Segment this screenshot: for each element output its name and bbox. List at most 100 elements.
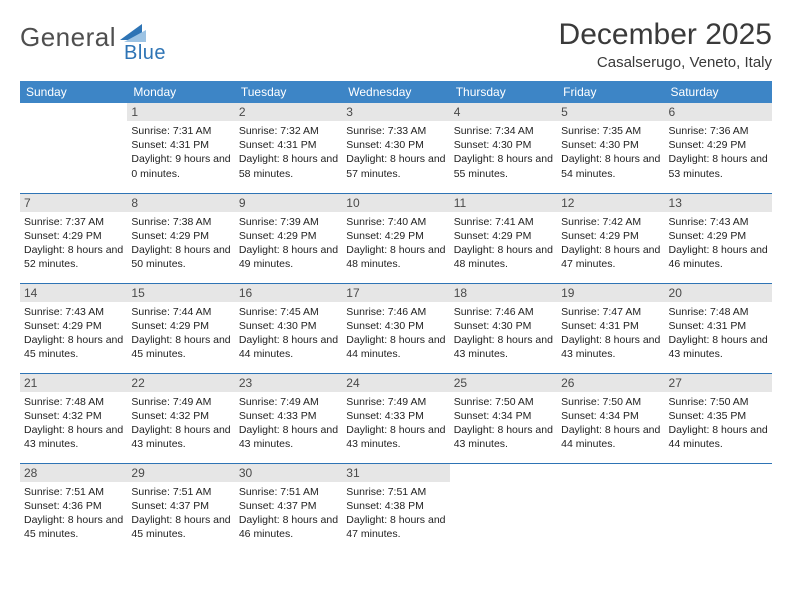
day-number: 19 bbox=[557, 284, 664, 302]
day-number: 2 bbox=[235, 103, 342, 121]
calendar-cell: 17 Sunrise: 7:46 AMSunset: 4:30 PMDayligh… bbox=[342, 283, 449, 373]
day-details: Sunrise: 7:32 AMSunset: 4:31 PMDaylight:… bbox=[239, 124, 338, 181]
calendar-cell: 21Sunrise: 7:48 AMSunset: 4:32 PMDayligh… bbox=[20, 373, 127, 463]
weekday-header-row: Sunday Monday Tuesday Wednesday Thursday… bbox=[20, 81, 772, 103]
calendar-cell: 23Sunrise: 7:49 AMSunset: 4:33 PMDayligh… bbox=[235, 373, 342, 463]
day-number: 21 bbox=[20, 374, 127, 392]
calendar-row: 28 Sunrise: 7:51 AMSunset: 4:36 PMDayligh… bbox=[20, 463, 772, 553]
day-number: 24 bbox=[342, 374, 449, 392]
day-number: 10 bbox=[342, 194, 449, 212]
calendar-cell: 19Sunrise: 7:47 AMSunset: 4:31 PMDayligh… bbox=[557, 283, 664, 373]
day-number: 4 bbox=[450, 103, 557, 121]
calendar-cell: 4 Sunrise: 7:34 AMSunset: 4:30 PMDaylight… bbox=[450, 103, 557, 193]
calendar-cell: 7 Sunrise: 7:37 AMSunset: 4:29 PMDaylight… bbox=[20, 193, 127, 283]
day-number: 7 bbox=[20, 194, 127, 212]
calendar-cell bbox=[665, 463, 772, 553]
day-details: Sunrise: 7:49 AMSunset: 4:33 PMDaylight:… bbox=[239, 395, 338, 452]
calendar-cell: 1 Sunrise: 7:31 AMSunset: 4:31 PMDaylight… bbox=[127, 103, 234, 193]
day-details: Sunrise: 7:37 AMSunset: 4:29 PMDaylight:… bbox=[24, 215, 123, 272]
day-details: Sunrise: 7:50 AMSunset: 4:34 PMDaylight:… bbox=[454, 395, 553, 452]
day-details: Sunrise: 7:44 AMSunset: 4:29 PMDaylight:… bbox=[131, 305, 230, 362]
calendar-cell: 6 Sunrise: 7:36 AMSunset: 4:29 PMDaylight… bbox=[665, 103, 772, 193]
day-details: Sunrise: 7:43 AMSunset: 4:29 PMDaylight:… bbox=[669, 215, 768, 272]
day-number: 25 bbox=[450, 374, 557, 392]
logo-triangle-icon bbox=[120, 24, 146, 44]
day-number: 12 bbox=[557, 194, 664, 212]
day-details: Sunrise: 7:51 AMSunset: 4:36 PMDaylight:… bbox=[24, 485, 123, 542]
day-number: 17 bbox=[342, 284, 449, 302]
calendar-cell: 13 Sunrise: 7:43 AMSunset: 4:29 PMDayligh… bbox=[665, 193, 772, 283]
day-number: 8 bbox=[127, 194, 234, 212]
day-number: 22 bbox=[127, 374, 234, 392]
day-number: 27 bbox=[665, 374, 772, 392]
day-details: Sunrise: 7:48 AMSunset: 4:31 PMDaylight:… bbox=[669, 305, 768, 362]
day-details: Sunrise: 7:34 AMSunset: 4:30 PMDaylight:… bbox=[454, 124, 553, 181]
weekday-header: Thursday bbox=[450, 81, 557, 103]
calendar-cell: 15 Sunrise: 7:44 AMSunset: 4:29 PMDayligh… bbox=[127, 283, 234, 373]
day-number: 1 bbox=[127, 103, 234, 121]
calendar-cell: 31 Sunrise: 7:51 AMSunset: 4:38 PMDayligh… bbox=[342, 463, 449, 553]
weekday-header: Saturday bbox=[665, 81, 772, 103]
day-details: Sunrise: 7:33 AMSunset: 4:30 PMDaylight:… bbox=[346, 124, 445, 181]
calendar-cell: 14 Sunrise: 7:43 AMSunset: 4:29 PMDayligh… bbox=[20, 283, 127, 373]
calendar-cell: 25 Sunrise: 7:50 AMSunset: 4:34 PMDayligh… bbox=[450, 373, 557, 463]
calendar-cell: 3 Sunrise: 7:33 AMSunset: 4:30 PMDaylight… bbox=[342, 103, 449, 193]
day-number: 28 bbox=[20, 464, 127, 482]
day-details: Sunrise: 7:45 AMSunset: 4:30 PMDaylight:… bbox=[239, 305, 338, 362]
day-details: Sunrise: 7:51 AMSunset: 4:37 PMDaylight:… bbox=[131, 485, 230, 542]
calendar-cell: 8Sunrise: 7:38 AMSunset: 4:29 PMDaylight… bbox=[127, 193, 234, 283]
calendar-cell: 16 Sunrise: 7:45 AMSunset: 4:30 PMDayligh… bbox=[235, 283, 342, 373]
day-details: Sunrise: 7:36 AMSunset: 4:29 PMDaylight:… bbox=[669, 124, 768, 181]
calendar-cell bbox=[557, 463, 664, 553]
day-number: 29 bbox=[127, 464, 234, 482]
day-details: Sunrise: 7:49 AMSunset: 4:33 PMDaylight:… bbox=[346, 395, 445, 452]
day-number: 31 bbox=[342, 464, 449, 482]
weekday-header: Tuesday bbox=[235, 81, 342, 103]
day-details: Sunrise: 7:46 AMSunset: 4:30 PMDaylight:… bbox=[454, 305, 553, 362]
day-details: Sunrise: 7:40 AMSunset: 4:29 PMDaylight:… bbox=[346, 215, 445, 272]
day-details: Sunrise: 7:42 AMSunset: 4:29 PMDaylight:… bbox=[561, 215, 660, 272]
day-details: Sunrise: 7:46 AMSunset: 4:30 PMDaylight:… bbox=[346, 305, 445, 362]
calendar-table: Sunday Monday Tuesday Wednesday Thursday… bbox=[20, 81, 772, 553]
day-number: 20 bbox=[665, 284, 772, 302]
calendar-cell: 11 Sunrise: 7:41 AMSunset: 4:29 PMDayligh… bbox=[450, 193, 557, 283]
calendar-row: 21Sunrise: 7:48 AMSunset: 4:32 PMDayligh… bbox=[20, 373, 772, 463]
calendar-cell: 24 Sunrise: 7:49 AMSunset: 4:33 PMDayligh… bbox=[342, 373, 449, 463]
day-number: 13 bbox=[665, 194, 772, 212]
calendar-row: 7 Sunrise: 7:37 AMSunset: 4:29 PMDaylight… bbox=[20, 193, 772, 283]
calendar-cell: 12 Sunrise: 7:42 AMSunset: 4:29 PMDayligh… bbox=[557, 193, 664, 283]
day-number: 16 bbox=[235, 284, 342, 302]
day-number: 3 bbox=[342, 103, 449, 121]
weekday-header: Sunday bbox=[20, 81, 127, 103]
logo-word-2: Blue bbox=[124, 42, 166, 65]
header: General Blue December 2025 Casalserugo, … bbox=[20, 18, 772, 71]
day-details: Sunrise: 7:31 AMSunset: 4:31 PMDaylight:… bbox=[131, 124, 230, 181]
day-number: 6 bbox=[665, 103, 772, 121]
calendar-cell: 18 Sunrise: 7:46 AMSunset: 4:30 PMDayligh… bbox=[450, 283, 557, 373]
day-number: 14 bbox=[20, 284, 127, 302]
day-number: 18 bbox=[450, 284, 557, 302]
day-details: Sunrise: 7:51 AMSunset: 4:38 PMDaylight:… bbox=[346, 485, 445, 542]
calendar-cell: 30Sunrise: 7:51 AMSunset: 4:37 PMDayligh… bbox=[235, 463, 342, 553]
day-details: Sunrise: 7:43 AMSunset: 4:29 PMDaylight:… bbox=[24, 305, 123, 362]
page-title: December 2025 bbox=[559, 18, 772, 52]
day-details: Sunrise: 7:39 AMSunset: 4:29 PMDaylight:… bbox=[239, 215, 338, 272]
calendar-row: 14 Sunrise: 7:43 AMSunset: 4:29 PMDayligh… bbox=[20, 283, 772, 373]
day-details: Sunrise: 7:50 AMSunset: 4:35 PMDaylight:… bbox=[669, 395, 768, 452]
calendar-cell: 27 Sunrise: 7:50 AMSunset: 4:35 PMDayligh… bbox=[665, 373, 772, 463]
calendar-cell: 26Sunrise: 7:50 AMSunset: 4:34 PMDayligh… bbox=[557, 373, 664, 463]
day-number: 9 bbox=[235, 194, 342, 212]
day-details: Sunrise: 7:49 AMSunset: 4:32 PMDaylight:… bbox=[131, 395, 230, 452]
calendar-cell: 10 Sunrise: 7:40 AMSunset: 4:29 PMDayligh… bbox=[342, 193, 449, 283]
calendar-row: 1 Sunrise: 7:31 AMSunset: 4:31 PMDaylight… bbox=[20, 103, 772, 193]
day-number: 5 bbox=[557, 103, 664, 121]
day-details: Sunrise: 7:51 AMSunset: 4:37 PMDaylight:… bbox=[239, 485, 338, 542]
day-number: 15 bbox=[127, 284, 234, 302]
day-details: Sunrise: 7:50 AMSunset: 4:34 PMDaylight:… bbox=[561, 395, 660, 452]
day-number: 11 bbox=[450, 194, 557, 212]
day-details: Sunrise: 7:35 AMSunset: 4:30 PMDaylight:… bbox=[561, 124, 660, 181]
day-details: Sunrise: 7:41 AMSunset: 4:29 PMDaylight:… bbox=[454, 215, 553, 272]
calendar-cell: 9 Sunrise: 7:39 AMSunset: 4:29 PMDaylight… bbox=[235, 193, 342, 283]
calendar-cell: 5 Sunrise: 7:35 AMSunset: 4:30 PMDaylight… bbox=[557, 103, 664, 193]
calendar-cell bbox=[20, 103, 127, 193]
